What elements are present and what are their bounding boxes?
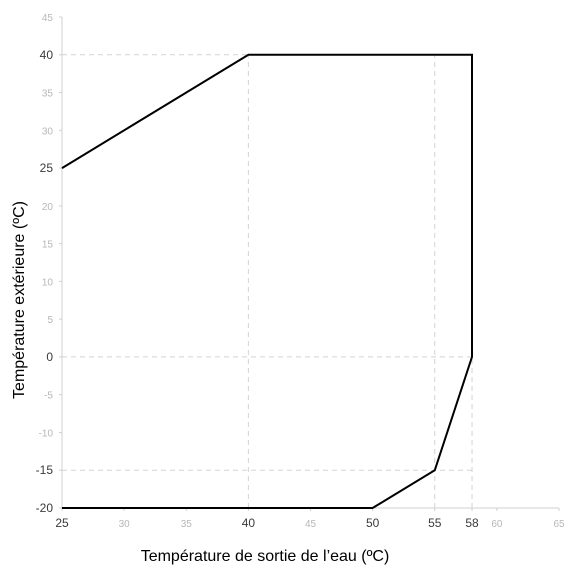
x-tick-label: 45 <box>305 519 317 530</box>
x-tick-label: 30 <box>119 519 131 530</box>
x-tick-label: 58 <box>465 516 479 530</box>
x-tick-label: 50 <box>366 516 380 530</box>
y-tick-label: 20 <box>42 202 54 213</box>
y-tick-label: 35 <box>42 89 54 100</box>
x-tick-label: 25 <box>55 516 69 530</box>
envelope-line-0 <box>61 53 473 509</box>
y-tick-label: 15 <box>42 240 54 251</box>
x-tick-label: 40 <box>242 516 256 530</box>
y-tick-label: 10 <box>42 277 54 288</box>
y-tick-labels: 45 40 35 30 25 20 15 10 5 0 -5 -10 -15 -20 <box>36 13 54 515</box>
y-tick-label: 40 <box>40 48 54 62</box>
y-tick-label: 45 <box>42 13 54 24</box>
x-tick-label: 65 <box>553 519 564 530</box>
y-tick-label: -5 <box>44 391 53 402</box>
axis-layer <box>59 16 560 511</box>
series-layer <box>61 53 473 509</box>
y-tick-label: -15 <box>36 463 54 477</box>
x-tick-label: 60 <box>491 519 503 530</box>
y-tick-label: 25 <box>40 161 54 175</box>
x-tick-labels: 25 30 35 40 45 50 55 58 60 65 <box>55 516 564 530</box>
y-tick-label: -10 <box>39 428 54 439</box>
y-axis-title: Température extérieure (ºC) <box>11 201 28 399</box>
grid-layer <box>62 54 473 508</box>
y-tick-label: 5 <box>47 315 53 326</box>
y-tick-label: -20 <box>36 501 54 515</box>
y-tick-label: 30 <box>42 126 54 137</box>
y-tick-label: 0 <box>46 350 53 364</box>
x-axis-title: Température de sortie de l’eau (ºC) <box>141 548 390 565</box>
x-tick-label: 35 <box>181 519 193 530</box>
x-tick-label: 55 <box>428 516 442 530</box>
